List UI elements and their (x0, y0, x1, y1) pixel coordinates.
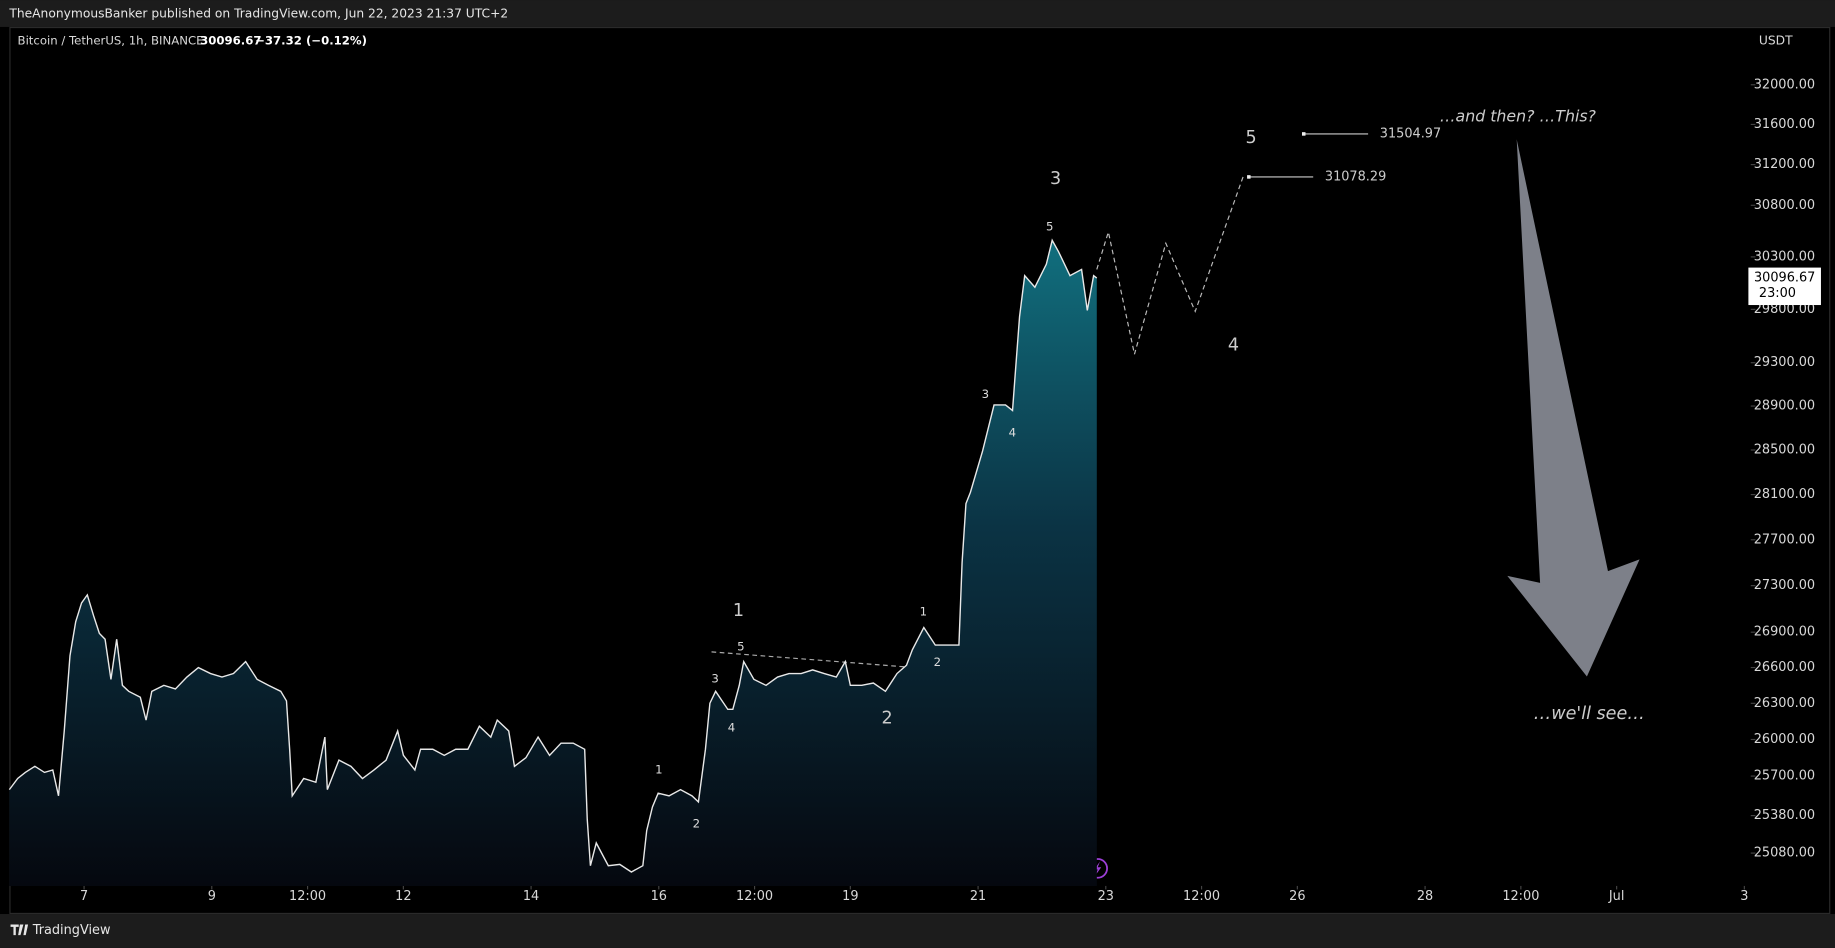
wave-label: 1 (733, 601, 744, 621)
wave-label: 5 (1245, 128, 1256, 148)
target-label: 31078.29 (1325, 169, 1386, 184)
y-tick-label: 29800.00 (1754, 302, 1815, 317)
x-tick-label: 23 (1098, 889, 1114, 904)
price-tag-value: 30096.67 (1754, 271, 1815, 286)
wave-label: 2 (881, 709, 892, 729)
x-tick-label: 14 (523, 889, 539, 904)
x-tick-label: 9 (208, 889, 216, 904)
projection-line (1096, 176, 1244, 355)
x-tick-label: Jul (1608, 889, 1625, 904)
x-tick-label: 7 (80, 889, 88, 904)
wave-label: 2 (934, 655, 941, 669)
wave-label: 4 (1228, 335, 1239, 355)
y-tick-label: 30800.00 (1754, 198, 1815, 213)
x-tick-label: 12:00 (736, 889, 773, 904)
x-tick-label: 19 (842, 889, 858, 904)
y-tick-label: 26900.00 (1754, 625, 1815, 640)
x-tick-label: 12 (395, 889, 411, 904)
last-price: 30096.67 (200, 33, 261, 47)
down-arrow (1507, 139, 1640, 677)
y-tick-label: 28500.00 (1754, 442, 1815, 457)
wave-label: 1 (920, 605, 927, 619)
note: …we'll see… (1534, 704, 1645, 724)
y-tick-label: 32000.00 (1754, 77, 1815, 92)
logo (10, 924, 29, 936)
target-point (1301, 132, 1306, 136)
wave-label: 2 (693, 816, 700, 830)
y-tick-label: 29300.00 (1754, 355, 1815, 370)
price-change: −37.32 (−0.12%) (255, 33, 367, 47)
y-tick-label: 26600.00 (1754, 660, 1815, 675)
y-tick-label: 31200.00 (1754, 157, 1815, 172)
x-tick-label: 21 (970, 889, 986, 904)
publisher: TheAnonymousBanker published on TradingV… (8, 7, 508, 21)
y-tick-label: 27300.00 (1754, 578, 1815, 593)
x-tick-label: 28 (1417, 889, 1433, 904)
frame (9, 26, 1831, 915)
wave-label: 3 (711, 671, 718, 685)
y-tick-label: 26000.00 (1754, 732, 1815, 747)
symbol: Bitcoin / TetherUS, 1h, BINANCE (18, 33, 204, 47)
y-tick-label: 28100.00 (1754, 487, 1815, 502)
y-tick-label: 25700.00 (1754, 769, 1815, 784)
target-point (1247, 175, 1251, 179)
price-tag (1748, 267, 1821, 306)
wave-label: 3 (982, 387, 989, 401)
x-tick-label: 12:00 (289, 889, 326, 904)
price-tag-time: 23:00 (1759, 286, 1796, 301)
x-tick-label: 3 (1740, 889, 1748, 904)
wave-label: 4 (1009, 426, 1016, 440)
wave-label: 3 (1050, 169, 1061, 189)
wave-label: 5 (737, 640, 744, 654)
target-label: 31504.97 (1380, 126, 1441, 141)
wave-label: 4 (728, 720, 735, 734)
y-tick-label: 27700.00 (1754, 532, 1815, 547)
price-line (8, 238, 1098, 873)
y-tick-label: 28900.00 (1754, 399, 1815, 414)
y-tick-label: 25380.00 (1754, 808, 1815, 823)
y-tick-label: 30300.00 (1754, 249, 1815, 264)
y-tick-label: 31600.00 (1754, 117, 1815, 132)
y-tick-label: 25080.00 (1754, 846, 1815, 861)
event-bolt (1094, 861, 1102, 876)
x-tick-label: 12:00 (1502, 889, 1539, 904)
wave-label: 5 (1046, 220, 1053, 234)
y-tick-label: 26300.00 (1754, 696, 1815, 711)
bottom-bar (0, 914, 1835, 948)
area-fill (9, 240, 1097, 886)
brand: TradingView (32, 923, 111, 938)
currency: USDT (1759, 33, 1793, 47)
top-bar (0, 0, 1835, 27)
x-tick-label: 16 (651, 889, 667, 904)
x-tick-label: 26 (1289, 889, 1305, 904)
note: …and then? …This? (1440, 107, 1597, 126)
wave-label: 1 (655, 763, 662, 777)
x-tick-label: 12:00 (1183, 889, 1220, 904)
